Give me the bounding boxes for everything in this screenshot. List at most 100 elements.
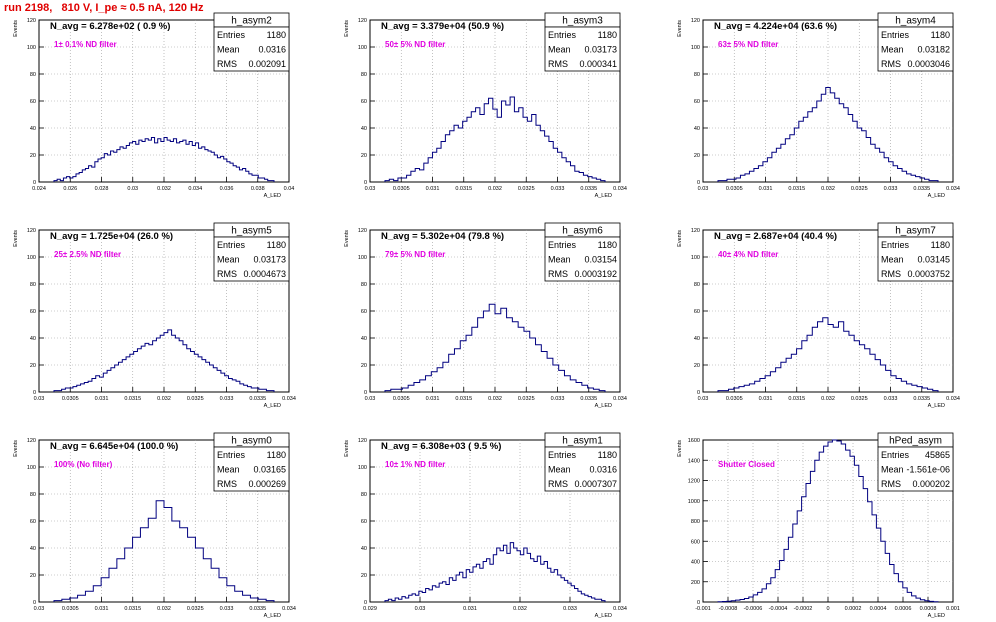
filter-annotation: 10± 1% ND filter — [385, 460, 445, 469]
x-tick-label: 0.03 — [698, 396, 709, 402]
stats-label: Mean — [548, 465, 571, 475]
y-tick-label: 120 — [358, 438, 367, 444]
histogram-name: h_asym4 — [895, 16, 936, 27]
histogram-series-h_asym6 — [384, 303, 606, 392]
histogram-series-h_asym2 — [53, 136, 275, 182]
y-tick-label: 40 — [30, 336, 36, 342]
x-tick-label: 0.04 — [284, 186, 295, 192]
y-tick-label: 0 — [33, 600, 36, 606]
y-tick-label: 600 — [691, 539, 700, 545]
y-tick-label: 80 — [361, 282, 367, 288]
stats-label: RMS — [548, 269, 568, 279]
x-tick-label: 0.031 — [759, 186, 773, 192]
x-tick-label: 0.034 — [613, 396, 627, 402]
y-tick-label: 100 — [358, 465, 367, 471]
y-tick-label: 100 — [358, 45, 367, 51]
stats-value: 0.03173 — [253, 255, 286, 265]
x-tick-label: 0.0325 — [851, 186, 868, 192]
y-tick-label: 40 — [30, 546, 36, 552]
x-tick-label: 0.0004 — [870, 606, 887, 612]
histogram-title: N_avg = 4.224e+04 (63.6 %) — [714, 21, 837, 32]
y-tick-label: 20 — [361, 153, 367, 159]
y-tick-label: 0 — [364, 180, 367, 186]
stats-label: RMS — [217, 269, 237, 279]
x-tick-label: -0.001 — [695, 606, 711, 612]
x-tick-label: 0.034 — [613, 186, 627, 192]
histogram-panel-h_asym4: 0 20 40 60 80 100 120 0.03 0.0305 0.031 0.0315 0.03… — [677, 12, 960, 199]
x-tick-label: 0.0335 — [249, 606, 266, 612]
y-tick-label: 40 — [361, 546, 367, 552]
stats-label: Entries — [217, 240, 246, 250]
stats-value: 0.000269 — [248, 479, 286, 489]
x-tick-label: 0.029 — [363, 606, 377, 612]
stats-value: 1180 — [267, 450, 286, 460]
x-tick-label: 0.032 — [488, 186, 502, 192]
y-tick-label: 40 — [30, 126, 36, 132]
histogram-name: h_asym5 — [231, 226, 272, 237]
y-tick-label: 120 — [27, 228, 36, 234]
stats-value: 1180 — [931, 240, 950, 250]
x-tick-label: 0.031 — [95, 606, 109, 612]
stats-value: 0.0316 — [258, 45, 286, 55]
stats-label: Entries — [217, 30, 246, 40]
histogram-series-hPed_asym — [717, 439, 939, 603]
stats-value: 0.000341 — [579, 59, 617, 69]
stats-label: RMS — [881, 269, 901, 279]
x-tick-label: 0.03 — [365, 396, 376, 402]
x-tick-label: 0.0305 — [726, 396, 743, 402]
histogram-panel-hPed_asym: 0 200 400 600 800 1000 1200 1400 1600 -0.001 -0.00… — [677, 432, 960, 619]
y-tick-label: 0 — [364, 390, 367, 396]
y-tick-label: 1400 — [688, 458, 700, 464]
y-tick-label: 100 — [27, 255, 36, 261]
x-tick-label: 0.033 — [884, 396, 898, 402]
y-tick-label: 1600 — [688, 438, 700, 444]
stats-label: Mean — [217, 465, 240, 475]
stats-box — [544, 446, 621, 492]
stats-box — [544, 26, 621, 72]
y-tick-label: 100 — [691, 45, 700, 51]
y-tick-label: 20 — [30, 363, 36, 369]
stats-value: 1180 — [598, 450, 617, 460]
y-tick-label: 80 — [30, 492, 36, 498]
x-tick-label: 0.032 — [821, 186, 835, 192]
x-tick-label: 0.031 — [759, 396, 773, 402]
y-tick-label: 40 — [694, 336, 700, 342]
filter-annotation: 50± 5% ND filter — [385, 40, 445, 49]
x-tick-label: 0.0325 — [518, 396, 535, 402]
histogram-panel-h_asym6: 0 20 40 60 80 100 120 0.03 0.0305 0.031 0.0315 0.03… — [344, 222, 627, 409]
histogram-title: N_avg = 2.687e+04 (40.4 %) — [714, 231, 837, 242]
x-tick-label: 0.033 — [563, 606, 577, 612]
x-tick-label: 0.0305 — [62, 606, 79, 612]
stats-label: Mean — [881, 255, 904, 265]
stats-value: 1180 — [598, 30, 617, 40]
x-tick-label: 0.031 — [426, 186, 440, 192]
x-tick-label: 0.0325 — [187, 606, 204, 612]
x-tick-label: 0.031 — [463, 606, 477, 612]
x-tick-label: 0.033 — [220, 396, 234, 402]
histogram-series-h_asym5 — [53, 329, 275, 392]
x-axis-label: A_LED — [928, 403, 945, 409]
x-tick-label: 0.0335 — [580, 396, 597, 402]
histogram-name: h_asym6 — [562, 226, 603, 237]
histogram-panel-h_asym2: 0 20 40 60 80 100 120 0.024 0.026 0.028 0.03 0.032 0… — [13, 12, 295, 199]
stats-value: -1.561e-06 — [906, 465, 950, 475]
y-tick-label: 120 — [27, 18, 36, 24]
x-axis-label: A_LED — [264, 403, 281, 409]
stats-value: 0.000202 — [912, 479, 950, 489]
y-axis-label: Events — [344, 440, 350, 457]
stats-value: 0.0316 — [589, 465, 617, 475]
y-tick-label: 0 — [697, 390, 700, 396]
y-tick-label: 60 — [694, 99, 700, 105]
stats-box — [213, 26, 290, 72]
stats-label: Mean — [881, 465, 904, 475]
filter-annotation: Shutter Closed — [718, 460, 775, 469]
y-tick-label: 80 — [361, 492, 367, 498]
histogram-title: N_avg = 6.278e+02 ( 0.9 %) — [50, 21, 170, 32]
y-tick-label: 100 — [691, 255, 700, 261]
x-tick-label: 0.0305 — [62, 396, 79, 402]
y-axis-label: Events — [344, 20, 350, 37]
histogram-title: N_avg = 5.302e+04 (79.8 %) — [381, 231, 504, 242]
stats-value: 0.0007307 — [574, 479, 617, 489]
stats-label: Mean — [217, 45, 240, 55]
